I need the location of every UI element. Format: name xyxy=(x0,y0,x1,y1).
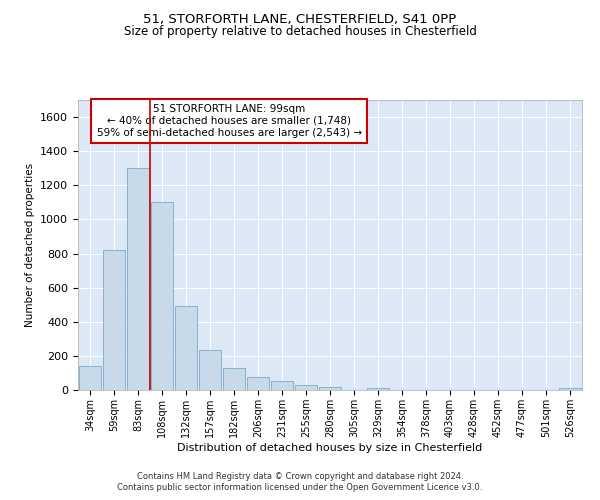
Y-axis label: Number of detached properties: Number of detached properties xyxy=(25,163,35,327)
Bar xyxy=(103,250,125,390)
Bar xyxy=(127,168,149,390)
Bar xyxy=(175,306,197,390)
Bar xyxy=(79,366,101,390)
Bar xyxy=(271,380,293,390)
Bar xyxy=(319,386,341,390)
Text: 51, STORFORTH LANE, CHESTERFIELD, S41 0PP: 51, STORFORTH LANE, CHESTERFIELD, S41 0P… xyxy=(143,12,457,26)
Text: Contains public sector information licensed under the Open Government Licence v3: Contains public sector information licen… xyxy=(118,484,482,492)
Bar xyxy=(295,385,317,390)
Bar xyxy=(367,388,389,390)
Text: Contains HM Land Registry data © Crown copyright and database right 2024.: Contains HM Land Registry data © Crown c… xyxy=(137,472,463,481)
Text: Size of property relative to detached houses in Chesterfield: Size of property relative to detached ho… xyxy=(124,25,476,38)
Bar xyxy=(199,350,221,390)
Bar xyxy=(223,368,245,390)
X-axis label: Distribution of detached houses by size in Chesterfield: Distribution of detached houses by size … xyxy=(178,442,482,452)
Bar xyxy=(247,377,269,390)
Text: 51 STORFORTH LANE: 99sqm
← 40% of detached houses are smaller (1,748)
59% of sem: 51 STORFORTH LANE: 99sqm ← 40% of detach… xyxy=(97,104,362,138)
Bar xyxy=(559,388,581,390)
Bar xyxy=(151,202,173,390)
